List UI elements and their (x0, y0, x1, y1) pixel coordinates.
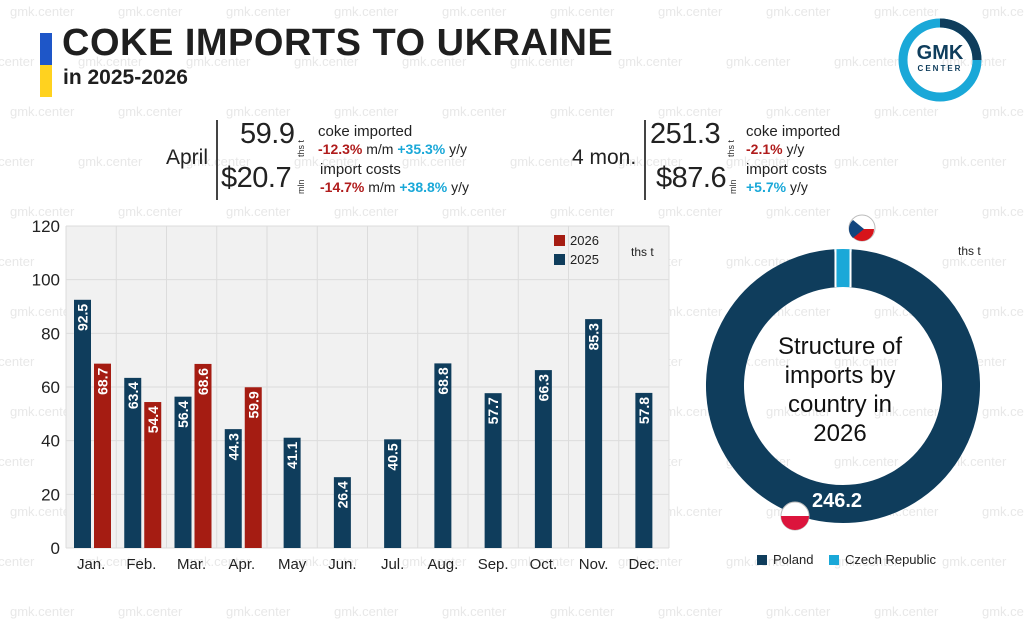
donut-title: Structure of imports by country in 2026 (777, 333, 903, 447)
bar-2025 (434, 363, 452, 548)
y-tick-label: 120 (32, 217, 60, 236)
fourmon-cost-value: $87.6 (656, 162, 727, 194)
legend-label-poland: Poland (773, 552, 814, 567)
fourmon-cost-change: +5.7% y/y (746, 179, 808, 195)
april-coke-mm: -12.3% (318, 141, 363, 157)
bar-2025 (124, 377, 142, 548)
april-cost-change: -14.7% m/m +38.8% y/y (320, 179, 470, 195)
bar-2025 (333, 477, 351, 548)
y-tick-label: 100 (32, 271, 60, 290)
legend-swatch-poland (757, 554, 767, 565)
x-tick-label: Feb. (126, 556, 156, 573)
fourmon-period-label: 4 mon. (572, 146, 637, 169)
april-divider (216, 120, 218, 200)
fourmon-coke-yy: -2.1% (746, 141, 783, 157)
bar-2025 (174, 396, 192, 548)
x-tick-label: May (278, 556, 307, 573)
bar-2025 (283, 437, 301, 548)
april-coke-value: 59.9 (240, 118, 295, 150)
y-tick-label: 0 (51, 539, 60, 558)
bar-2025 (585, 319, 603, 548)
april-coke-change: -12.3% m/m +35.3% y/y (318, 141, 468, 157)
data-label-2025: 41.1 (284, 442, 300, 469)
bar-2026 (94, 363, 111, 548)
data-label-2025: 63.4 (125, 382, 141, 409)
logo-text: GMK (916, 42, 964, 64)
x-tick-label: Dec. (628, 556, 659, 573)
fourmon-divider (644, 120, 646, 200)
donut-value-label: 246.2 (812, 490, 863, 512)
y-tick-label: 40 (41, 432, 60, 451)
legend-swatch-2025 (554, 254, 565, 265)
april-coke-label: coke imported (318, 123, 413, 140)
april-coke-yy: +35.3% (397, 141, 446, 157)
bar-2025 (224, 429, 242, 548)
bar-2026 (194, 363, 212, 548)
data-label-2025: 56.4 (175, 400, 191, 427)
april-cost-mm: -14.7% (320, 179, 365, 195)
data-label-2025: 26.4 (334, 481, 350, 508)
data-label-2026: 59.9 (245, 391, 261, 418)
legend-swatch-2026 (554, 235, 565, 246)
x-tick-label: Apr. (229, 556, 256, 573)
bar-2026 (244, 387, 262, 548)
april-cost-value: $20.7 (221, 162, 292, 194)
bar-2026 (144, 402, 162, 548)
x-tick-label: Aug. (427, 556, 458, 573)
y-tick-label: 20 (41, 485, 60, 504)
data-label-2025: 40.5 (385, 443, 401, 470)
bar-2025 (534, 370, 552, 548)
data-label-2026: 68.7 (95, 367, 111, 394)
data-label-2025: 57.7 (485, 397, 501, 424)
x-tick-label: Mar. (177, 556, 206, 573)
page-subtitle: in 2025-2026 (63, 66, 188, 89)
x-tick-label: Jan. (77, 556, 105, 573)
fourmon-coke-value: 251.3 (650, 118, 721, 150)
data-label-2025: 85.3 (586, 323, 602, 350)
legend-swatch-czech (829, 554, 839, 565)
czech-flag-icon (848, 214, 876, 242)
bar-2025 (635, 392, 653, 548)
fourmon-coke-label: coke imported (746, 123, 841, 140)
x-tick-label: Jun. (328, 556, 356, 573)
data-label-2025: 92.5 (75, 304, 91, 331)
page-title: COKE IMPORTS TO UKRAINE (62, 22, 614, 64)
poland-flag-icon (780, 501, 810, 531)
bar-2025 (384, 439, 402, 548)
legend-item-poland: Poland (757, 552, 813, 567)
y-tick-label: 60 (41, 378, 60, 397)
data-label-2025: 66.3 (535, 374, 551, 401)
data-label-2025: 44.3 (225, 433, 241, 460)
ukraine-flag-icon (40, 33, 52, 97)
x-tick-label: Nov. (579, 556, 609, 573)
april-period-label: April (166, 146, 209, 169)
fourmon-coke-change: -2.1% y/y (746, 141, 805, 157)
data-label-2025: 57.8 (636, 397, 652, 424)
donut-slice-poland (706, 249, 980, 523)
legend-label-czech: Czech Republic (845, 552, 937, 567)
fourmon-cost-label: import costs (746, 161, 827, 178)
gmk-logo-icon (898, 18, 982, 102)
data-label-2026: 54.4 (145, 406, 161, 433)
bar-2025 (484, 393, 502, 548)
x-tick-label: Oct. (530, 556, 558, 573)
logo-subtext: CENTER (917, 64, 963, 73)
data-label-2026: 68.6 (195, 368, 211, 395)
bar-2025 (74, 299, 91, 548)
april-cost-yy: +38.8% (399, 179, 448, 195)
april-cost-label: import costs (320, 161, 401, 178)
data-label-2025: 68.8 (435, 367, 451, 394)
legend-label-2025: 2025 (570, 252, 599, 267)
bar-unit-label: ths t (631, 245, 654, 259)
y-tick-label: 80 (41, 324, 60, 343)
donut-unit-label: ths t (958, 244, 981, 258)
x-tick-label: Jul. (381, 556, 404, 573)
legend-label-2026: 2026 (570, 233, 599, 248)
fourmon-cost-yy: +5.7% (746, 179, 787, 195)
x-tick-label: Sep. (478, 556, 509, 573)
legend-item-czech: Czech Republic (829, 552, 936, 567)
